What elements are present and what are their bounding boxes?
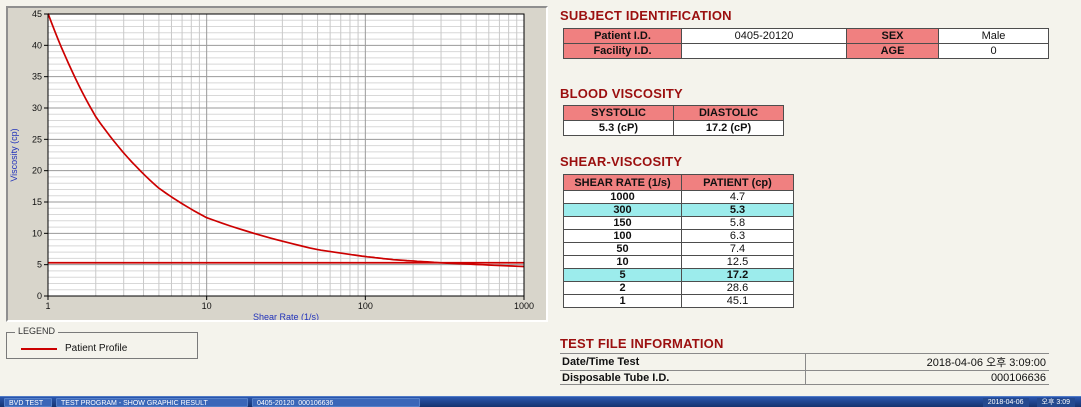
sex-label: SEX (846, 28, 939, 44)
table-row: Date/Time Test 2018-04-06 오후 3:09:00 (560, 353, 1049, 371)
patient-id-label: Patient I.D. (563, 28, 682, 44)
table-row: Disposable Tube I.D. 000106636 (560, 370, 1049, 385)
patient-viscosity-cell: 28.6 (681, 281, 794, 295)
shear-rate-cell: 50 (563, 242, 682, 256)
systolic-value: 5.3 (cP) (563, 120, 674, 136)
shear-viscosity-chart: 0 5 10 15 20 25 30 35 40 45 1 10 100 1000 Shear Rate (… (6, 6, 548, 322)
svg-text:10: 10 (202, 301, 212, 311)
diastolic-header: DIASTOLIC (673, 105, 784, 121)
shear-row: 10 12.5 (563, 255, 794, 269)
patient-viscosity-cell: 4.7 (681, 190, 794, 204)
shear-rate-cell: 2 (563, 281, 682, 295)
patient-viscosity-cell: 12.5 (681, 255, 794, 269)
shear-rate-cell: 1000 (563, 190, 682, 204)
taskbar-button[interactable]: BVD TEST (4, 397, 52, 407)
legend-title: LEGEND (15, 326, 59, 336)
svg-text:1000: 1000 (514, 301, 534, 311)
sex-value: Male (938, 28, 1049, 44)
table-row: Patient I.D. 0405-20120 SEX Male (563, 28, 1049, 44)
patient-id-value: 0405-20120 (681, 28, 847, 44)
svg-text:Viscosity (cp): Viscosity (cp) (9, 128, 19, 181)
chart-legend: LEGEND Patient Profile (6, 326, 198, 359)
shear-row: 100 6.3 (563, 229, 794, 243)
table-row: SHEAR RATE (1/s) PATIENT (cp) (563, 174, 794, 191)
disposable-tube-id-label: Disposable Tube I.D. (560, 370, 806, 385)
date-time-test-value: 2018-04-06 오후 3:09:00 (805, 353, 1049, 371)
diastolic-value: 17.2 (cP) (673, 120, 784, 136)
patient-viscosity-cell: 7.4 (681, 242, 794, 256)
shear-rate-column-header: SHEAR RATE (1/s) (563, 174, 682, 191)
taskbar-button[interactable]: 0405-20120_000106636 (252, 397, 420, 407)
svg-text:45: 45 (32, 9, 42, 19)
svg-text:40: 40 (32, 40, 42, 50)
facility-id-value (681, 43, 847, 59)
legend-entry-label: Patient Profile (65, 343, 128, 354)
patient-viscosity-cell: 45.1 (681, 294, 794, 308)
results-panel: SUBJECT IDENTIFICATION Patient I.D. 0405… (560, 6, 1075, 394)
shear-rate-cell: 100 (563, 229, 682, 243)
shear-row: 1 45.1 (563, 294, 794, 308)
table-row: 5.3 (cP) 17.2 (cP) (563, 120, 784, 136)
age-value: 0 (938, 43, 1049, 59)
taskbar-button-area: BVD TEST TEST PROGRAM - SHOW GRAPHIC RESU… (0, 397, 420, 407)
shear-viscosity-heading: SHEAR-VISCOSITY (560, 154, 683, 169)
patient-column-header: PATIENT (cp) (681, 174, 794, 191)
svg-text:0: 0 (37, 291, 42, 301)
svg-text:10: 10 (32, 228, 42, 238)
legend-entry: Patient Profile (7, 333, 197, 354)
patient-viscosity-cell: 17.2 (681, 268, 794, 282)
shear-row: 1000 4.7 (563, 190, 794, 204)
shear-rate-cell: 10 (563, 255, 682, 269)
age-label: AGE (846, 43, 939, 59)
svg-text:Shear Rate (1/s): Shear Rate (1/s) (253, 312, 319, 320)
date-time-test-label: Date/Time Test (560, 353, 806, 371)
shear-viscosity-table: SHEAR RATE (1/s) PATIENT (cp) 1000 4.7 300… (563, 174, 794, 308)
shear-row: 150 5.8 (563, 216, 794, 230)
patient-viscosity-cell: 6.3 (681, 229, 794, 243)
table-row: Facility I.D. AGE 0 (563, 43, 1049, 59)
shear-row: 50 7.4 (563, 242, 794, 256)
systolic-header: SYSTOLIC (563, 105, 674, 121)
shear-rate-cell: 150 (563, 216, 682, 230)
test-file-information-heading: TEST FILE INFORMATION (560, 336, 724, 351)
svg-text:30: 30 (32, 103, 42, 113)
patient-profile-line-sample (21, 347, 57, 350)
taskbar-button[interactable]: TEST PROGRAM - SHOW GRAPHIC RESULT (56, 397, 248, 407)
svg-text:15: 15 (32, 197, 42, 207)
subject-identification-heading: SUBJECT IDENTIFICATION (560, 8, 732, 23)
test-file-table: Date/Time Test 2018-04-06 오후 3:09:00 Dis… (560, 353, 1049, 385)
shear-rate-cell: 5 (563, 268, 682, 282)
svg-text:25: 25 (32, 134, 42, 144)
chart-canvas: 0 5 10 15 20 25 30 35 40 45 1 10 100 1000 Shear Rate (… (9, 9, 534, 320)
svg-text:100: 100 (358, 301, 373, 311)
blood-viscosity-table: SYSTOLIC DIASTOLIC 5.3 (cP) 17.2 (cP) (563, 105, 784, 136)
tray-date[interactable]: 2018-04-06 (982, 397, 1029, 407)
shear-row: 300 5.3 (563, 203, 794, 217)
disposable-tube-id-value: 000106636 (805, 370, 1049, 385)
svg-text:35: 35 (32, 72, 42, 82)
windows-taskbar: BVD TEST TEST PROGRAM - SHOW GRAPHIC RESU… (0, 396, 1081, 407)
shear-row: 5 17.2 (563, 268, 794, 282)
patient-viscosity-cell: 5.8 (681, 216, 794, 230)
table-row: SYSTOLIC DIASTOLIC (563, 105, 784, 121)
shear-rate-cell: 300 (563, 203, 682, 217)
subject-table: Patient I.D. 0405-20120 SEX Male Facilit… (563, 28, 1049, 59)
facility-id-label: Facility I.D. (563, 43, 682, 59)
svg-text:20: 20 (32, 166, 42, 176)
patient-viscosity-cell: 5.3 (681, 203, 794, 217)
svg-text:1: 1 (45, 301, 50, 311)
blood-viscosity-heading: BLOOD VISCOSITY (560, 86, 683, 101)
system-tray: 2018-04-06 오후 3:09 (982, 397, 1081, 407)
tray-clock[interactable]: 오후 3:09 (1036, 397, 1075, 407)
svg-text:5: 5 (37, 260, 42, 270)
shear-rate-cell: 1 (563, 294, 682, 308)
shear-row: 2 28.6 (563, 281, 794, 295)
